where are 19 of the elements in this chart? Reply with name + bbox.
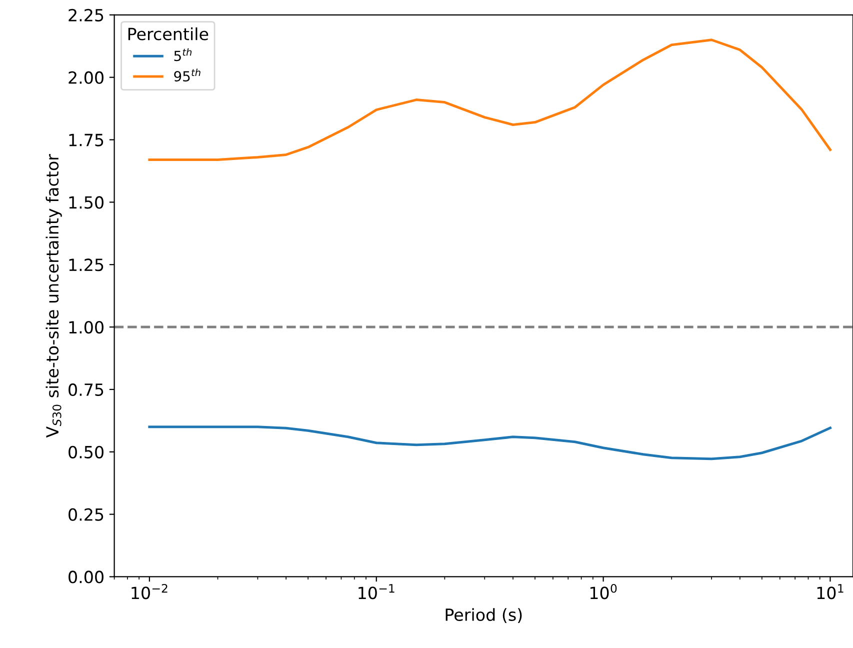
legend-title: Percentile: [128, 27, 208, 40]
x-tick-label: 10$^{−2}$: [132, 584, 168, 600]
y-tick-label: 0.50: [68, 446, 104, 458]
y-tick-label: 2.00: [68, 71, 104, 84]
x-tick-label: 10$^{0}$: [590, 584, 617, 600]
y-tick-label: 0.25: [68, 508, 104, 521]
x-tick-label: 10$^{−1}$: [358, 584, 394, 600]
y-tick-label: 2.25: [68, 8, 104, 22]
y-tick-label: 1.00: [69, 320, 104, 334]
x-tick-label: 10$^{1}$: [817, 584, 844, 600]
y-tick-label: 0.75: [68, 383, 104, 396]
y-axis-title: V$_{S30}$ site-to-site uncertainty factor: [46, 154, 62, 438]
legend-label: 5$^{th}$: [174, 48, 192, 62]
y-tick-label: 1.25: [69, 258, 104, 272]
legend-label: 95$^{th}$: [174, 68, 200, 82]
y-tick-label: 1.50: [69, 196, 104, 209]
y-tick-label: 0.00: [68, 570, 104, 584]
y-tick-label: 1.75: [69, 134, 104, 146]
x-axis-title: Period (s): [446, 608, 522, 623]
